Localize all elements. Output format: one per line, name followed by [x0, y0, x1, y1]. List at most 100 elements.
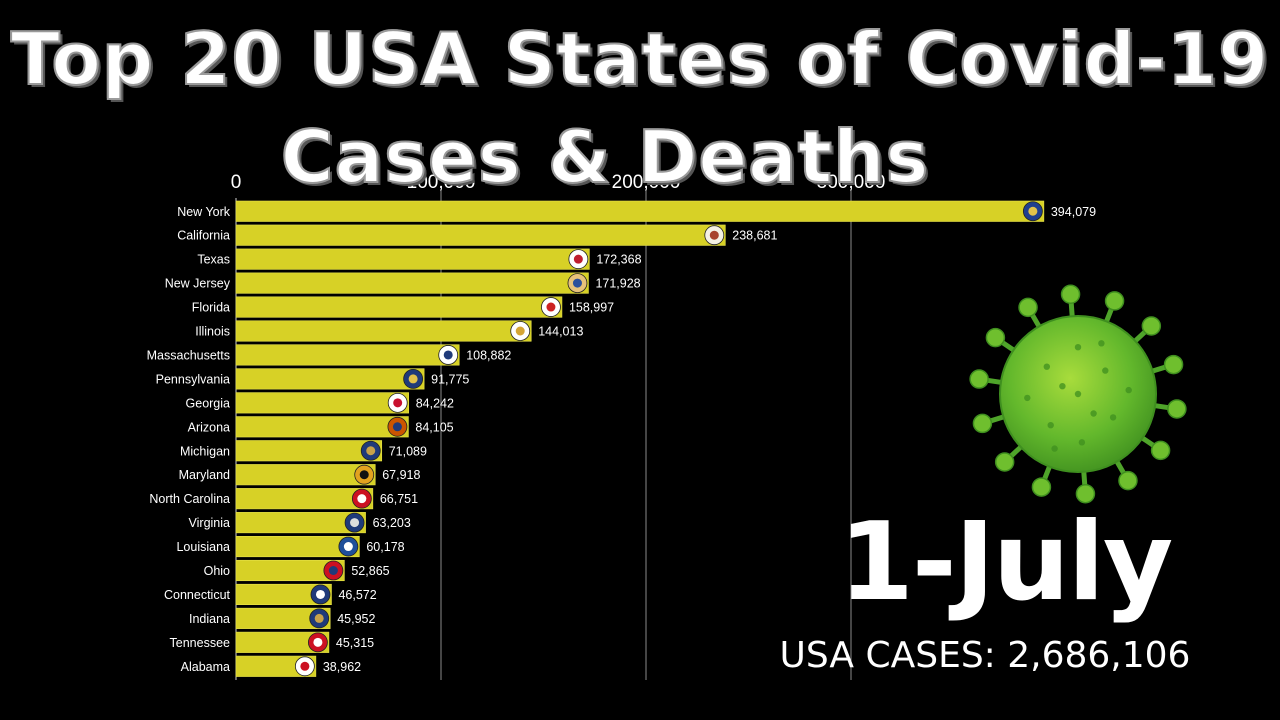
- bar: [235, 248, 590, 270]
- virus-spike-tip: [972, 413, 993, 434]
- virus-spike-tip: [1018, 297, 1038, 318]
- chart-title-line-1: Top 20 USA States of Covid-19: [10, 16, 1270, 102]
- virus-surface-dot: [1074, 344, 1082, 351]
- bar: [235, 607, 331, 629]
- bar: [235, 200, 1045, 222]
- category-label: Virginia: [189, 516, 231, 530]
- category-label: California: [177, 229, 230, 243]
- category-label: Alabama: [181, 660, 230, 674]
- state-flag-emblem: [343, 542, 353, 552]
- value-label: 60,178: [366, 540, 404, 554]
- bar: [235, 535, 360, 558]
- value-label: 71,089: [389, 444, 427, 458]
- state-flag-emblem: [515, 326, 525, 336]
- state-flag-emblem: [709, 230, 719, 240]
- category-label: Maryland: [179, 468, 230, 482]
- value-label: 238,681: [732, 229, 777, 243]
- category-label: New York: [177, 205, 231, 219]
- bar: [235, 272, 589, 294]
- virus-surface-dot: [1109, 414, 1117, 421]
- virus-spike-tip: [1141, 316, 1162, 336]
- category-label: Arizona: [188, 420, 230, 434]
- virus-surface-dot: [1047, 422, 1054, 429]
- category-label: Michigan: [180, 444, 230, 458]
- date-label: 1-July: [838, 500, 1173, 625]
- category-label: Indiana: [189, 612, 230, 626]
- state-flag-emblem: [328, 566, 338, 575]
- virus-surface-dot: [1098, 340, 1105, 347]
- state-flag-emblem: [1028, 206, 1038, 216]
- bar: [235, 296, 563, 318]
- bar: [235, 224, 726, 246]
- value-label: 171,928: [595, 277, 640, 291]
- virus-surface-dot: [1078, 439, 1086, 446]
- virus-spike-tip: [1167, 399, 1187, 419]
- category-label: Louisiana: [176, 540, 230, 554]
- virus-spike-tip: [1118, 470, 1138, 491]
- virus-spike-tip: [1031, 477, 1052, 497]
- value-label: 66,751: [380, 492, 418, 506]
- virus-surface-dot: [1074, 390, 1082, 398]
- value-label: 46,572: [338, 588, 376, 602]
- bar: [235, 320, 532, 342]
- bar: [235, 559, 345, 582]
- bar: [235, 488, 374, 510]
- value-label: 63,203: [373, 516, 411, 530]
- virus-spike-tip: [1075, 483, 1096, 504]
- state-flag-emblem: [314, 613, 324, 623]
- virus-spike-tip: [1060, 284, 1081, 305]
- bar: [235, 512, 366, 534]
- value-label: 84,242: [416, 396, 454, 410]
- value-label: 394,079: [1051, 205, 1096, 219]
- value-label: 52,865: [351, 564, 389, 578]
- state-flag-emblem: [572, 278, 582, 288]
- bar: [235, 440, 383, 462]
- category-label: Texas: [197, 253, 230, 267]
- value-label: 108,882: [466, 348, 511, 362]
- category-label: Florida: [192, 301, 230, 315]
- coronavirus-icon: [969, 284, 1187, 504]
- bar: [235, 631, 330, 653]
- bar: [235, 464, 376, 486]
- value-label: 91,775: [431, 372, 469, 386]
- virus-surface-dot: [1102, 367, 1109, 374]
- virus-spike-tip: [1163, 354, 1184, 375]
- state-flag-emblem: [408, 374, 418, 384]
- category-label: Pennsylvania: [156, 372, 230, 386]
- value-label: 38,962: [323, 660, 361, 674]
- virus-spike-tip: [1104, 291, 1125, 311]
- category-label: Connecticut: [164, 588, 231, 602]
- virus-surface-dot: [1024, 394, 1031, 402]
- value-label: 45,952: [337, 612, 375, 626]
- bar: [235, 368, 425, 390]
- chart-title-line-2: Cases & Deaths: [280, 114, 930, 200]
- virus-spike-tip: [994, 452, 1015, 472]
- value-label: 144,013: [538, 325, 583, 339]
- bar: [235, 655, 317, 677]
- total-cases-label: USA CASES: 2,686,106: [779, 635, 1191, 676]
- virus-surface-dot: [1051, 445, 1058, 452]
- value-label: 84,105: [415, 420, 453, 434]
- virus-surface-dot: [1125, 386, 1132, 394]
- value-label: 172,368: [596, 253, 641, 267]
- virus-spike-tip: [969, 369, 989, 389]
- category-label: North Carolina: [149, 492, 230, 506]
- state-flag-emblem: [357, 494, 367, 504]
- virus-spike-tip: [985, 327, 1006, 348]
- state-flag-emblem: [392, 422, 402, 432]
- state-flag-emblem: [366, 446, 376, 456]
- virus-surface-dot: [1043, 363, 1050, 370]
- state-flag-emblem: [313, 637, 323, 647]
- bar: [235, 583, 332, 606]
- state-flag-emblem: [350, 518, 360, 528]
- virus-surface-dot: [1059, 383, 1066, 390]
- state-flag-emblem: [546, 302, 556, 312]
- value-label: 158,997: [569, 301, 614, 315]
- category-label: Illinois: [195, 325, 230, 339]
- virus-spike-tip: [1150, 440, 1171, 461]
- state-flag-emblem: [443, 350, 453, 360]
- bar: [235, 344, 460, 366]
- state-flag-emblem: [393, 398, 403, 408]
